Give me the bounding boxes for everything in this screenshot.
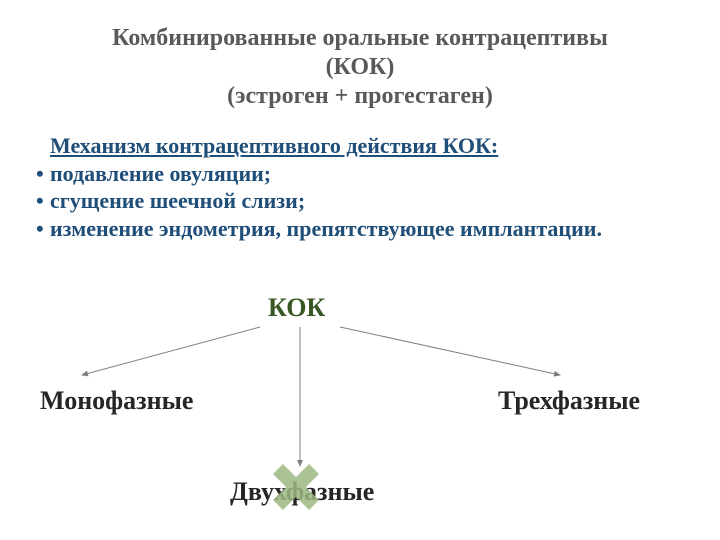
diagram-branch-label: Монофазные	[40, 386, 193, 416]
title-line-2: (КОК)	[60, 53, 660, 82]
mechanism-heading: Механизм контрацептивного действия КОК:	[50, 132, 660, 160]
diagram-branch-label: Трехфазные	[498, 386, 640, 416]
mechanism-item: сгущение шеечной слизи;	[40, 187, 660, 215]
watermark-cross-icon	[270, 461, 330, 521]
mechanism-block: Механизм контрацептивного действия КОК: …	[40, 132, 660, 242]
diagram-arrow	[82, 327, 260, 375]
title-line-1: Комбинированные оральные контрацептивы	[60, 24, 660, 53]
mechanism-list: подавление овуляции; сгущение шеечной сл…	[40, 160, 660, 243]
slide-title: Комбинированные оральные контрацептивы (…	[60, 24, 660, 110]
title-line-3: (эстроген + прогестаген)	[60, 82, 660, 111]
mechanism-item: подавление овуляции;	[40, 160, 660, 188]
diagram-center-label: КОК	[268, 293, 325, 323]
slide: Комбинированные оральные контрацептивы (…	[0, 0, 720, 540]
diagram-arrow	[340, 327, 560, 375]
mechanism-item: изменение эндометрия, препятствующее имп…	[40, 215, 660, 243]
